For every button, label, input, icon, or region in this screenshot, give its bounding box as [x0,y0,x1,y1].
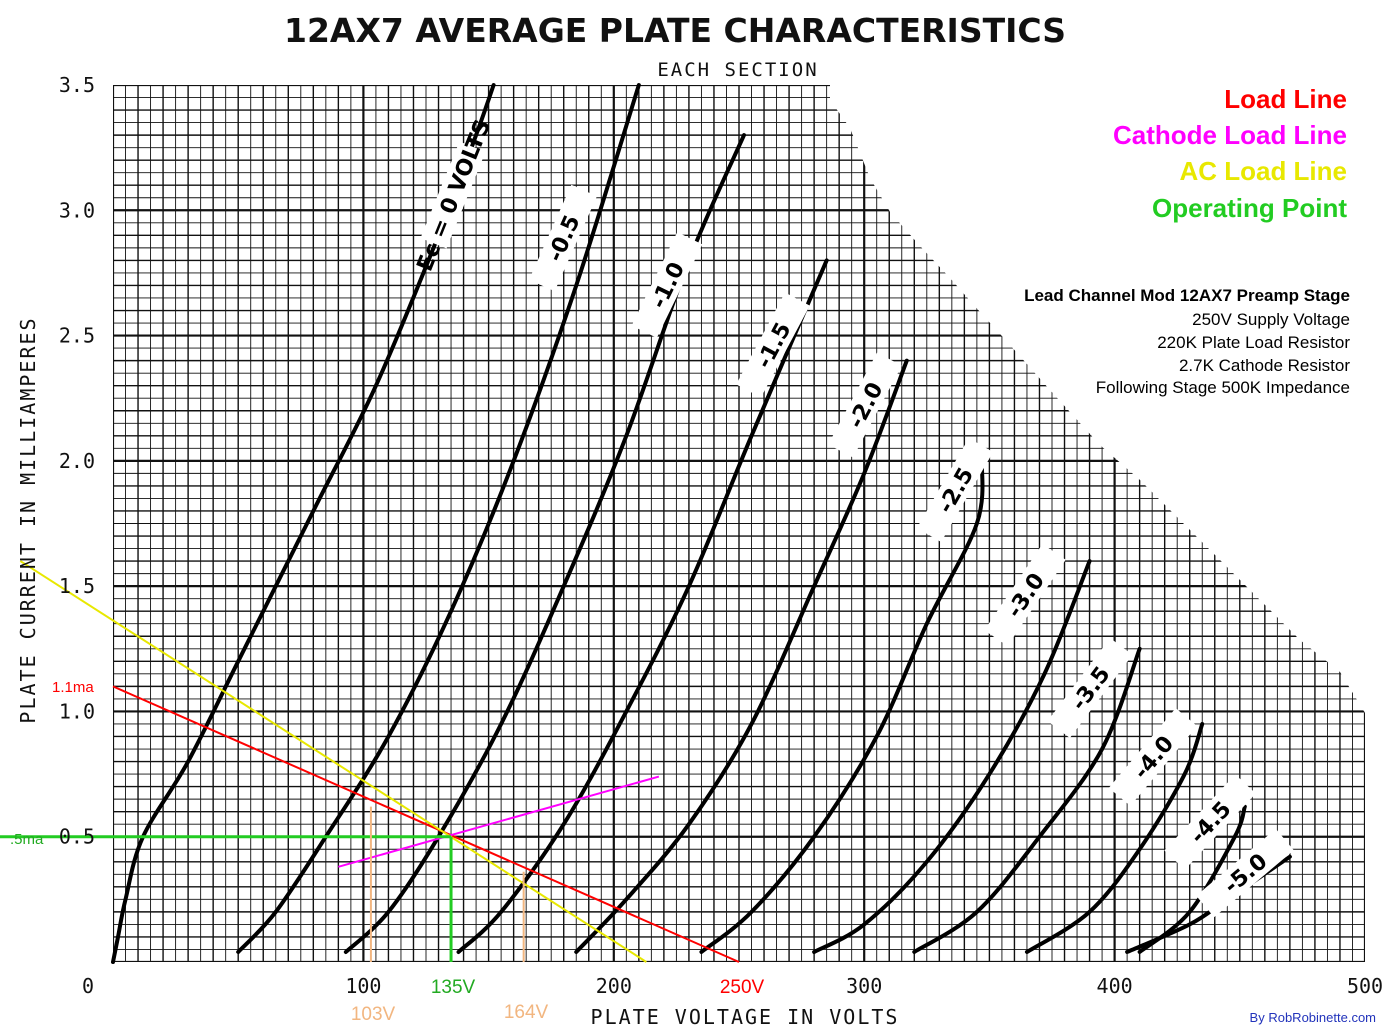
curve-label-backdrop [828,352,902,458]
x-tick-label: 100 [345,974,381,998]
info-box: Lead Channel Mod 12AX7 Preamp Stage 250V… [1024,286,1350,397]
curve-label-backdrop [984,544,1066,646]
curve-label-backdrop [736,292,810,398]
annotation-135v: 135V [431,977,476,998]
chart-title: 12AX7 AVERAGE PLATE CHARACTERISTICS [284,11,1066,50]
annotation-1-1ma: 1.1ma [52,679,94,696]
plate-curve [1024,721,1205,954]
axis-ticks: 0 100 200 300 400 500 3.5 3.0 2.5 2.0 1.5 1.0 0.5 [59,73,1383,998]
legend-load-line: Load Line [1224,84,1347,114]
legend-ac-load-line: AC Load Line [1179,156,1347,186]
annotation-103v: 103V [351,1004,396,1025]
annotation-0-5ma: .5ma [10,831,44,848]
curve-label-backdrop [1164,774,1256,870]
curve-label-backdrop [916,437,994,543]
curve-label-backdrop [529,184,597,292]
plate-curve [812,559,1092,954]
x-tick-label: 200 [596,974,632,998]
legend-cathode-load-line: Cathode Load Line [1113,120,1347,150]
chart-grid [113,85,1365,962]
curve-label-backdrop [1047,638,1133,738]
cathode-load-line [338,775,660,868]
curve-label-backdrop [1196,828,1294,918]
y-axis-label: PLATE CURRENT IN MILLIAMPERES [16,316,40,723]
y-tick-label: 2.0 [59,449,95,473]
curve-label-backdrop [631,232,703,338]
curve-label-backdrop [1108,708,1198,806]
y-tick-label: 1.0 [59,699,95,723]
x-tick-label: 400 [1097,974,1133,998]
annotation-250v: 250V [720,977,765,998]
plate-curve [699,458,985,954]
chart-subtitle: EACH SECTION [657,59,818,81]
y-tick-label: 3.0 [59,198,95,222]
curve-label-backdrop [420,141,486,249]
legend-operating-point: Operating Point [1152,193,1347,223]
legend: Load Line Cathode Load Line AC Load Line… [1113,84,1347,223]
info-title: Lead Channel Mod 12AX7 Preamp Stage [1024,286,1350,305]
info-line: 250V Supply Voltage [1192,310,1350,329]
y-tick-label: 0.5 [59,825,95,849]
credit-link[interactable]: By RobRobinette.com [1250,1010,1376,1025]
x-tick-label: 0 [82,974,94,998]
y-tick-label: 1.5 [59,574,95,598]
ac-load-line [19,560,647,963]
load-lines [0,560,740,963]
annotation-164v: 164V [504,1002,549,1023]
load-line [112,685,740,963]
info-line: 2.7K Cathode Resistor [1179,356,1350,375]
info-line: 220K Plate Load Resistor [1157,333,1350,352]
x-tick-label: 300 [846,974,882,998]
x-tick-label: 500 [1347,974,1383,998]
plate-curve [236,83,641,954]
plate-curve [912,646,1142,954]
annotations: 1.1ma .5ma 135V 250V 103V 164V [10,679,765,1025]
y-tick-label: 3.5 [59,73,95,97]
plate-curve [574,358,909,954]
info-line: Following Stage 500K Impedance [1096,378,1350,397]
plate-curve [456,258,829,954]
x-axis-label: PLATE VOLTAGE IN VOLTS [591,1005,900,1029]
y-tick-label: 2.5 [59,324,95,348]
